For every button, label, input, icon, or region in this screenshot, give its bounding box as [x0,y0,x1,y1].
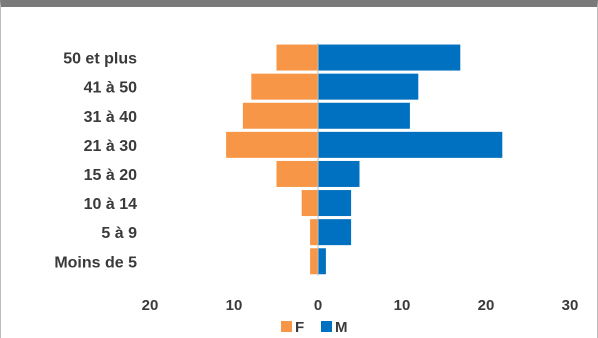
bar-m-1 [317,72,420,101]
bar-f-1 [250,72,319,101]
legend-label-f: F [295,319,304,336]
category-label: 41 à 50 [84,80,137,97]
bar-m-6 [317,218,353,247]
x-tick-label: 0 [314,297,322,314]
bar-f-3 [225,130,319,159]
category-label: Moins de 5 [54,254,137,271]
bar-m-7 [317,247,327,276]
category-label: 50 et plus [63,51,137,68]
category-label: 15 à 20 [84,167,137,184]
category-label: 5 à 9 [101,225,137,242]
legend-swatch-f [281,321,292,332]
population-pyramid-chart: 50 et plus 41 à 50 31 à 40 21 à 30 15 à 20 10… [54,43,579,336]
bar-f-6 [309,218,319,247]
x-tick-label: 10 [394,297,411,314]
category-labels: 50 et plus 41 à 50 31 à 40 21 à 30 15 à 20 10… [54,51,137,272]
x-tick-label: 20 [478,297,495,314]
bar-m-2 [317,101,411,130]
category-label: 21 à 30 [84,138,137,155]
category-label: 31 à 40 [84,109,137,126]
category-label: 10 à 14 [84,196,137,213]
x-tick-label: 30 [562,297,579,314]
bar-m-5 [317,189,353,218]
x-axis-tick-labels: 20 10 0 10 20 30 [142,297,579,314]
bar-f-0 [275,43,319,72]
legend-label-m: M [335,319,348,336]
bar-f-2 [241,101,319,130]
bar-m-0 [317,43,462,72]
x-tick-label: 20 [142,297,159,314]
bar-m-4 [317,159,361,188]
legend-swatch-m [321,321,332,332]
bar-f-7 [309,247,319,276]
bar-f-5 [300,189,319,218]
bar-m-3 [317,130,504,159]
bar-f-4 [275,159,319,188]
x-tick-label: 10 [226,297,243,314]
bars-layer [225,43,504,276]
